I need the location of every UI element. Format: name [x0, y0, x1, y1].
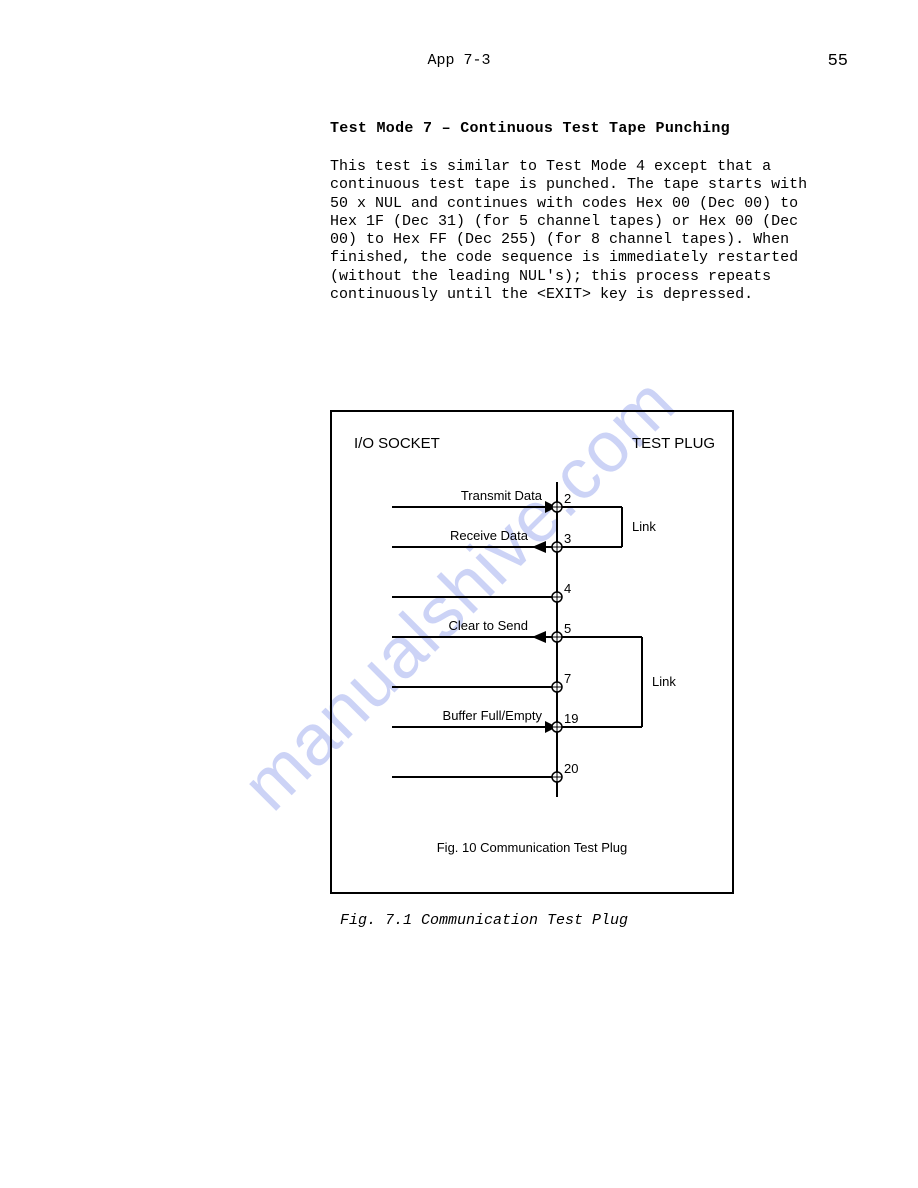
- section-title: Test Mode 7 – Continuous Test Tape Punch…: [330, 120, 730, 137]
- pin-label-19: Buffer Full/Empty: [443, 708, 543, 723]
- arrow-left-icon-2: [532, 631, 546, 643]
- figure-caption: Fig. 7.1 Communication Test Plug: [340, 912, 628, 929]
- diag-title-left: I/O SOCKET: [354, 435, 440, 452]
- pin-num-4: 4: [564, 581, 571, 596]
- pin-num-20: 20: [564, 761, 578, 776]
- pin-num-5: 5: [564, 621, 571, 636]
- header-center: App 7-3: [427, 52, 490, 69]
- pin-label-3: Receive Data: [450, 528, 529, 543]
- pin-label-2: Transmit Data: [461, 488, 543, 503]
- page-number: 55: [828, 52, 848, 71]
- diagram: I/O SOCKET TEST PLUG 2 Transmit Data 3 R…: [330, 410, 734, 894]
- link1-label: Link: [632, 519, 656, 534]
- pin-label-5: Clear to Send: [449, 618, 529, 633]
- pin-num-3: 3: [564, 531, 571, 546]
- link2-label: Link: [652, 674, 676, 689]
- arrow-left-icon: [532, 541, 546, 553]
- pin-num-2: 2: [564, 491, 571, 506]
- diagram-inner-caption: Fig. 10 Communication Test Plug: [437, 840, 628, 855]
- pin-num-7: 7: [564, 671, 571, 686]
- diag-title-right: TEST PLUG: [632, 435, 715, 452]
- body-text: This test is similar to Test Mode 4 exce…: [330, 158, 820, 304]
- pin-num-19: 19: [564, 711, 578, 726]
